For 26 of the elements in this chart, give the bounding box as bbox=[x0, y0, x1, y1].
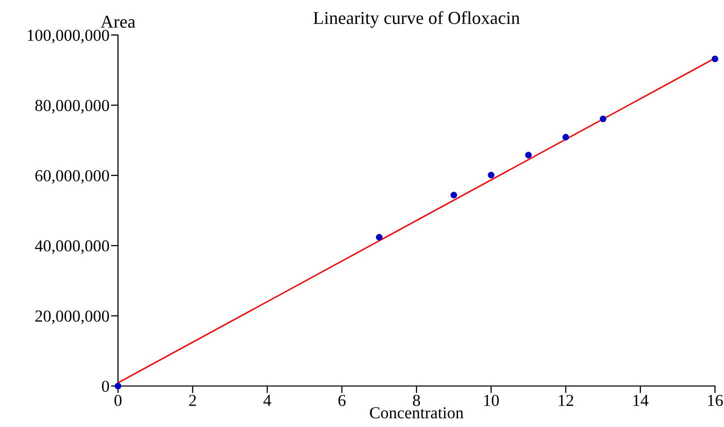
x-tick-label: 10 bbox=[484, 394, 499, 406]
y-tick-label: 100,000,000 bbox=[28, 30, 110, 44]
y-tick-label: 20,000,000 bbox=[35, 310, 110, 324]
x-tick-label: 6 bbox=[338, 394, 346, 406]
y-tick-label: 60,000,000 bbox=[35, 170, 110, 184]
y-tick-label: 40,000,000 bbox=[34, 240, 110, 254]
x-tick-label: 0 bbox=[114, 394, 122, 406]
x-tick-label: 16 bbox=[708, 394, 723, 406]
y-tick-label: 0 bbox=[102, 380, 110, 392]
y-tick-label: 80,000,000 bbox=[35, 100, 110, 114]
x-axis-title: Concentration bbox=[370, 407, 464, 418]
point bbox=[600, 116, 606, 122]
chart-title: Linearity curve of Ofloxacin bbox=[313, 11, 520, 28]
point bbox=[712, 56, 718, 62]
point bbox=[562, 134, 570, 140]
point bbox=[376, 234, 382, 240]
point bbox=[450, 192, 458, 198]
x-tick-label: 4 bbox=[263, 394, 272, 406]
x-tick-label: 8 bbox=[412, 394, 420, 406]
x-tick-label: 2 bbox=[189, 394, 196, 406]
x-tick-label: 12 bbox=[558, 394, 574, 406]
x-tick-label: 14 bbox=[634, 394, 648, 406]
y-axis-title: Area bbox=[100, 16, 136, 28]
point bbox=[525, 152, 532, 158]
point bbox=[488, 172, 494, 178]
point bbox=[114, 382, 122, 390]
